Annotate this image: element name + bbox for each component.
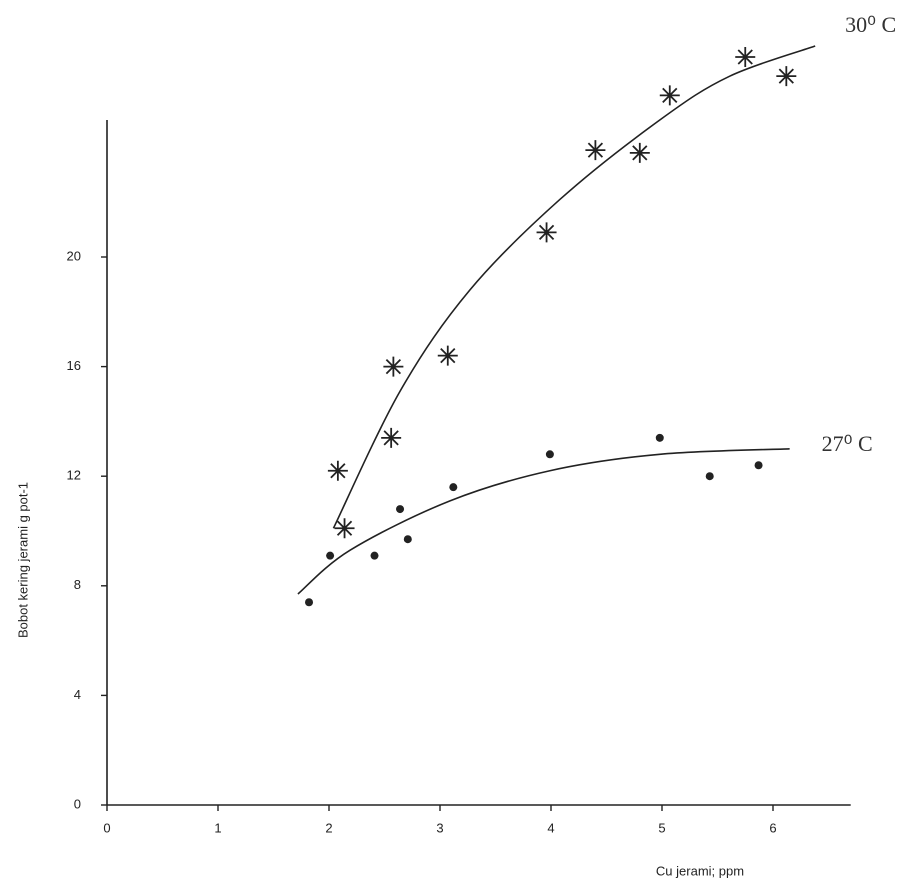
- dot-point: [403, 535, 412, 544]
- x-tick-label: 3: [436, 820, 443, 835]
- star-point: [776, 66, 797, 87]
- dot-point: [396, 505, 405, 514]
- dot-point: [305, 598, 314, 607]
- star-point: [659, 85, 680, 106]
- star-point: [437, 345, 458, 366]
- x-tick-label: 2: [325, 820, 332, 835]
- star-point: [381, 427, 402, 448]
- y-tick-label: 0: [74, 796, 81, 811]
- star-point: [327, 460, 348, 481]
- x-axis-label: Cu jerami; ppm: [656, 863, 744, 878]
- star-point: [334, 518, 355, 539]
- y-tick-label: 16: [67, 358, 81, 373]
- fit-curve: [332, 45, 816, 529]
- dot-point: [449, 483, 458, 492]
- dot-point: [326, 551, 335, 560]
- fit-curve: [297, 448, 790, 595]
- x-tick-label: 5: [658, 820, 665, 835]
- dot-point: [370, 551, 379, 560]
- x-tick-label: 0: [103, 820, 110, 835]
- dot-point: [705, 472, 714, 481]
- y-tick-label: 12: [67, 468, 81, 483]
- star-point: [629, 142, 650, 163]
- dot-point: [754, 461, 763, 470]
- star-point: [735, 46, 756, 67]
- dot-point: [545, 450, 554, 459]
- star-point: [536, 222, 557, 243]
- x-tick-label: 4: [547, 820, 554, 835]
- series-label: 27⁰ C: [822, 431, 873, 456]
- x-tick-label: 6: [769, 820, 776, 835]
- y-tick-label: 8: [74, 577, 81, 592]
- star-point: [585, 140, 606, 161]
- dot-point: [655, 433, 664, 442]
- y-tick-label: 4: [74, 687, 81, 702]
- y-axis-label: Bobot kering jerami g pot-1: [15, 482, 30, 638]
- x-tick-label: 1: [214, 820, 221, 835]
- series-label: 30⁰ C: [845, 12, 896, 37]
- y-tick-label: 20: [67, 248, 81, 263]
- star-point: [383, 356, 404, 377]
